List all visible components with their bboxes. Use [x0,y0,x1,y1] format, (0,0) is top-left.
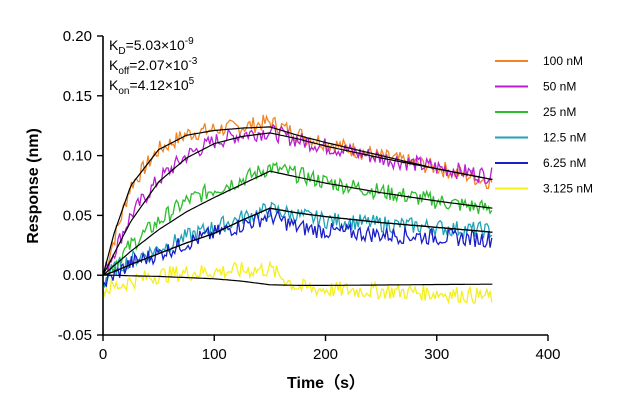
fit-curve-1 [102,132,493,276]
y-tick-label: -0.05 [58,327,92,344]
annotation-1: Koff=2.07×10-3 [109,56,198,77]
series-line-4 [102,206,493,288]
series-line-1 [102,123,493,276]
legend-label-4: 6.25 nM [543,156,586,170]
y-tick-label: 0.20 [63,28,92,45]
y-axis-title: Response (nm) [25,128,42,244]
x-tick-label: 400 [535,346,560,363]
series-line-0 [102,114,493,276]
x-tick-label: 100 [202,346,227,363]
legend: 100 nM 50 nM 25 nM 12.5 nM 6.25 nM 3.125 nM [495,54,593,196]
fit-curve-2 [102,170,493,276]
legend-label-0: 100 nM [543,54,583,68]
x-tick-label: 300 [424,346,449,363]
legend-label-5: 3.125 nM [543,182,593,196]
y-tick-label: 0.05 [63,207,92,224]
legend-label-2: 25 nM [543,105,576,119]
plot-area [102,114,493,305]
x-tick-label: 200 [313,346,338,363]
legend-label-1: 50 nM [543,80,576,94]
y-tick-label: 0.00 [63,267,92,284]
annotation-2: Kon=4.12×105 [109,76,195,97]
y-tick-label: 0.10 [63,148,92,165]
series-line-5 [102,259,493,305]
y-tick-label: 0.15 [63,88,92,105]
x-axis-title: Time（s） [287,374,365,392]
annotation-0: KD=5.03×10-9 [109,36,194,57]
axes: 0 100 200 300 400 -0.05 0.00 0.05 0.10 0.15 0.20 [58,28,561,363]
series-line-2 [102,161,493,289]
fit-curve-4 [102,207,493,276]
fit-curve-5 [103,274,493,286]
x-tick-label: 0 [99,346,107,363]
legend-label-3: 12.5 nM [543,131,586,145]
